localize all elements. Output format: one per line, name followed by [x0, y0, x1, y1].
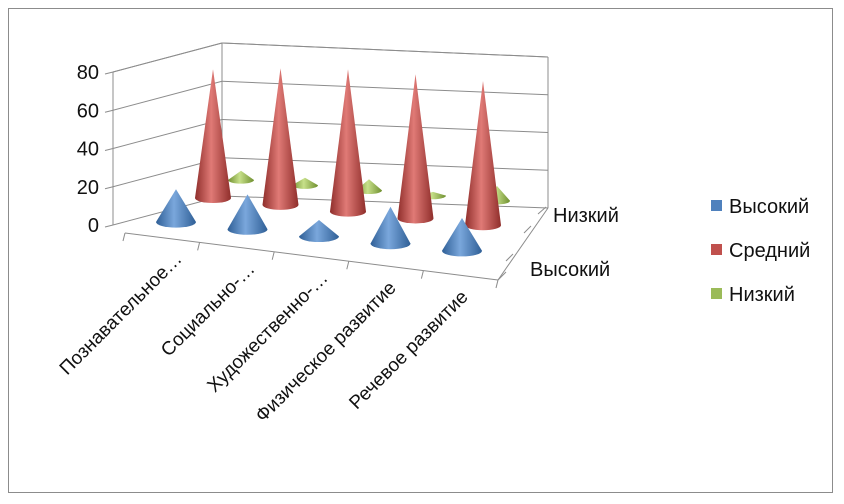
y-tick-mark: [104, 148, 114, 151]
y-tick-label: 0: [88, 215, 99, 237]
x-tick-mark: [197, 242, 201, 251]
legend-swatch: [711, 244, 722, 255]
y-tick-label: 60: [77, 100, 99, 122]
legend-swatch: [711, 200, 722, 211]
chart-area: [8, 8, 833, 493]
x-tick-mark: [495, 279, 499, 289]
cone-Средний-3: [330, 69, 366, 217]
cone-Высокий-2: [227, 194, 268, 235]
cone-Высокий-4: [370, 206, 411, 250]
y-tick-mark: [104, 224, 114, 228]
gridline-side: [112, 119, 223, 149]
depth-axis-ticks: [497, 206, 547, 281]
cones: [156, 68, 510, 257]
gridline-side: [112, 42, 223, 73]
y-tick-mark: [104, 186, 114, 190]
category-labels: Познавательное…Социально-…Художественно-…: [56, 249, 473, 427]
cone-Высокий-1: [156, 189, 196, 228]
legend-label: Высокий: [729, 196, 809, 218]
cone-Низкий-2: [292, 177, 318, 189]
cone-Средний-5: [465, 80, 501, 231]
gridline-side: [112, 80, 223, 111]
gridline-back: [221, 80, 549, 96]
cone-Высокий-3: [299, 220, 339, 242]
legend: Высокий Средний Низкий: [711, 196, 810, 306]
depth-label-front: Высокий: [530, 259, 610, 281]
y-tick-label: 80: [77, 62, 99, 84]
y-tick-label: 20: [77, 177, 99, 199]
category-label: Физическое развитие: [252, 278, 401, 427]
legend-label: Средний: [729, 240, 810, 262]
gridline-back: [221, 42, 549, 58]
y-tick-mark: [104, 71, 114, 75]
y-tick-mark: [104, 109, 114, 113]
y-axis: 0 20 40 60 80: [77, 62, 114, 237]
x-tick-mark: [271, 251, 275, 260]
x-tick-mark: [122, 232, 126, 242]
gridline-back: [221, 119, 549, 133]
cone-Высокий-5: [442, 218, 482, 257]
category-label: Познавательное…: [56, 249, 187, 380]
cone-Средний-2: [262, 68, 299, 210]
cone-Средний-4: [397, 74, 434, 224]
legend-label: Низкий: [729, 284, 795, 306]
x-tick-mark: [420, 270, 424, 279]
x-axis-ticks: [122, 232, 499, 289]
depth-label-back: Низкий: [553, 205, 619, 227]
x-tick-mark: [346, 261, 350, 270]
y-tick-label: 40: [77, 139, 99, 161]
legend-swatch: [711, 288, 722, 299]
cone-Средний-1: [195, 69, 231, 204]
cone-Низкий-1: [228, 170, 254, 184]
